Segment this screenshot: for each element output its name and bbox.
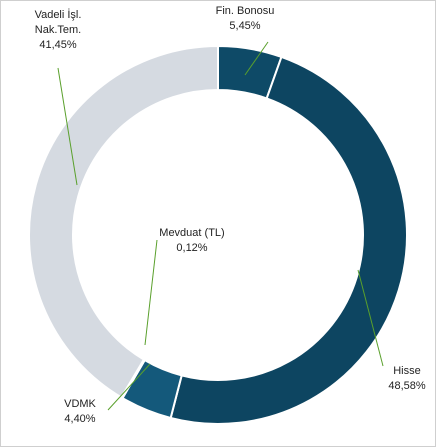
donut-segment bbox=[169, 55, 408, 425]
category-label: Mevduat (TL) bbox=[159, 227, 225, 239]
category-label: Vadeli İşl. Nak.Tem. bbox=[34, 9, 82, 36]
slice-label: Hisse 48,58% bbox=[372, 364, 436, 394]
value-label: 4,40% bbox=[64, 413, 96, 425]
slice-label: VDMK 4,40% bbox=[50, 397, 110, 427]
leader-line bbox=[107, 363, 151, 411]
leader-line bbox=[244, 41, 269, 76]
value-label: 48,58% bbox=[388, 380, 426, 392]
leader-line bbox=[144, 239, 158, 346]
slice-label: Vadeli İşl. Nak.Tem. 41,45% bbox=[19, 8, 97, 53]
category-label: VDMK bbox=[64, 398, 96, 410]
category-label: Fin. Bonosu bbox=[215, 5, 275, 17]
value-label: 0,12% bbox=[176, 242, 208, 254]
category-label: Hisse bbox=[393, 365, 421, 377]
leader-line bbox=[57, 67, 78, 186]
slice-label: Fin. Bonosu 5,45% bbox=[200, 4, 290, 34]
donut-segment bbox=[28, 44, 219, 399]
value-label: 5,45% bbox=[229, 20, 261, 32]
slice-label: Mevduat (TL) 0,12% bbox=[147, 226, 237, 256]
value-label: 41,45% bbox=[39, 39, 77, 51]
leader-line bbox=[357, 269, 384, 367]
